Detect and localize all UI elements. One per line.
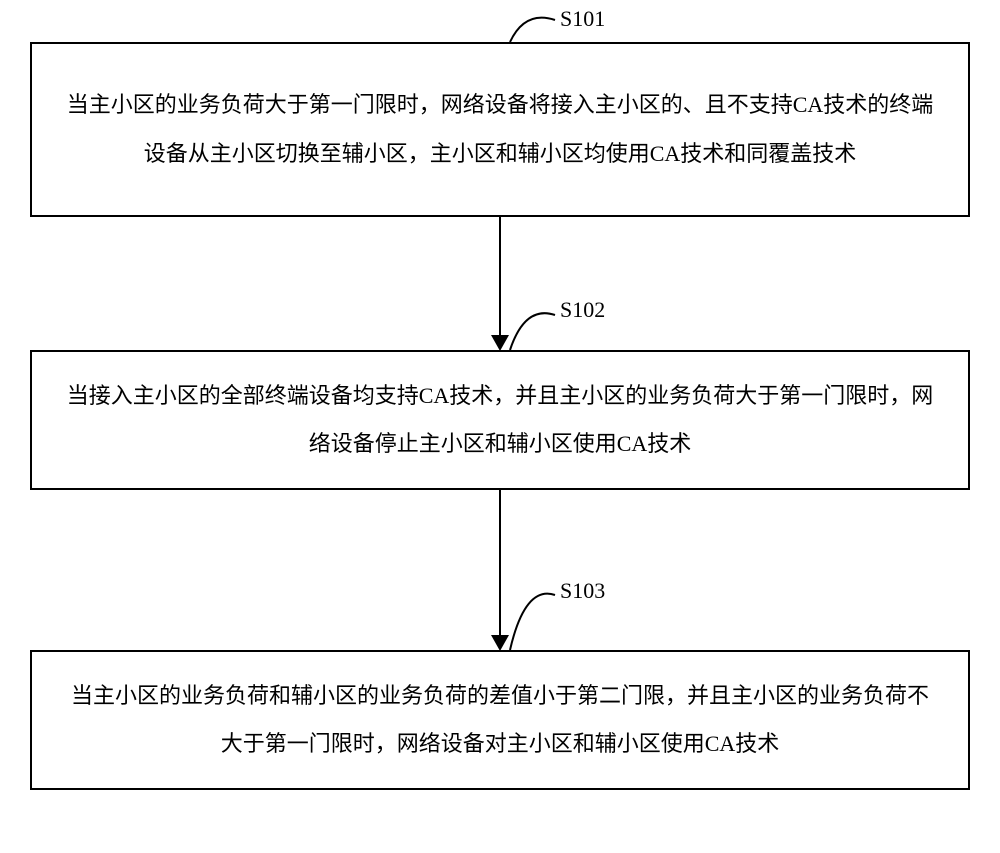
arrow-line-1 [499, 217, 501, 335]
step-box-s101: 当主小区的业务负荷大于第一门限时，网络设备将接入主小区的、且不支持CA技术的终端… [30, 42, 970, 217]
step-box-s103: 当主小区的业务负荷和辅小区的业务负荷的差值小于第二门限，并且主小区的业务负荷不大… [30, 650, 970, 790]
step-text: 当主小区的业务负荷和辅小区的业务负荷的差值小于第二门限，并且主小区的业务负荷不大… [62, 672, 938, 769]
step-text: 当主小区的业务负荷大于第一门限时，网络设备将接入主小区的、且不支持CA技术的终端… [62, 81, 938, 178]
step-label-s103: S103 [560, 578, 605, 604]
step-label-text: S101 [560, 6, 605, 31]
step-label-s102: S102 [560, 297, 605, 323]
arrow-line-2 [499, 490, 501, 635]
step-box-s102: 当接入主小区的全部终端设备均支持CA技术，并且主小区的业务负荷大于第一门限时，网… [30, 350, 970, 490]
arrow-head-2 [491, 635, 509, 651]
arrow-head-1 [491, 335, 509, 351]
step-label-text: S102 [560, 297, 605, 322]
step-text: 当接入主小区的全部终端设备均支持CA技术，并且主小区的业务负荷大于第一门限时，网… [62, 372, 938, 469]
flowchart-container: S101 当主小区的业务负荷大于第一门限时，网络设备将接入主小区的、且不支持CA… [0, 0, 1000, 853]
step-label-text: S103 [560, 578, 605, 603]
step-label-s101: S101 [560, 6, 605, 32]
